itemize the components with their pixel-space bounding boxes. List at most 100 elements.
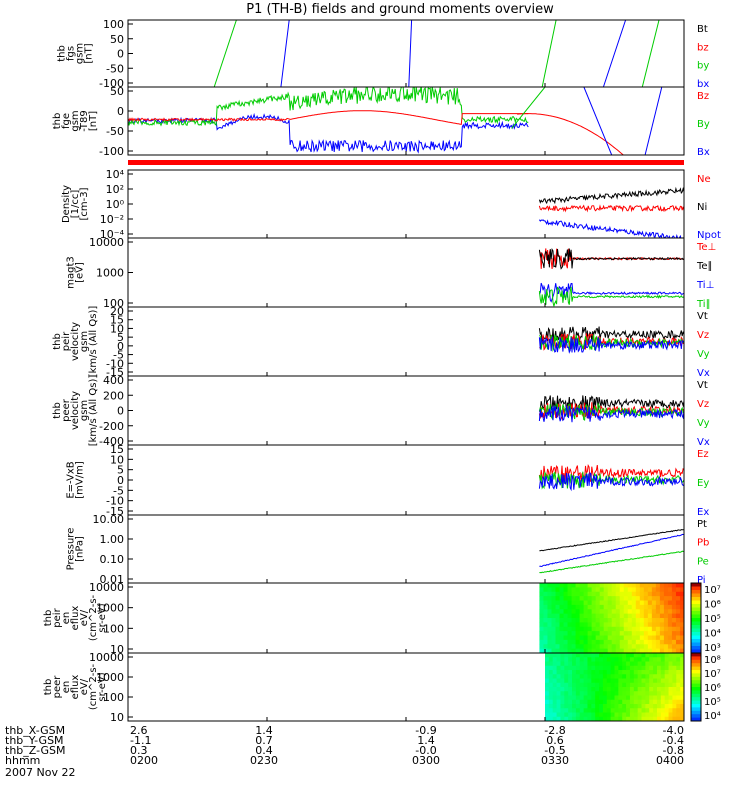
panel-2-plot <box>128 87 663 155</box>
heat-cell <box>639 622 645 628</box>
heat-cell <box>680 691 684 697</box>
heat-cell <box>539 648 545 653</box>
heat-cell <box>587 699 592 705</box>
legend-Vt: Vt <box>697 311 708 322</box>
heat-cell <box>667 583 673 588</box>
heat-cell <box>626 699 631 705</box>
ylabel-line: [km/s (All Qs)] <box>88 306 99 378</box>
heat-cell <box>595 596 601 602</box>
heat-cell <box>651 618 657 623</box>
heat-cell <box>659 622 665 628</box>
ytick-label: 20 <box>110 305 124 318</box>
panel-9: 10⁷10⁶10⁵10⁴10³10000100010010thbpeirenef… <box>43 581 721 656</box>
heat-cell <box>579 665 585 671</box>
heat-cell <box>645 661 650 667</box>
heat-cell <box>631 644 637 650</box>
ytick-label: 10000 <box>89 651 124 664</box>
heat-cell <box>547 609 553 615</box>
heat-cell <box>567 644 573 650</box>
heat-cell <box>552 661 558 667</box>
ytick-label: 5 <box>117 331 124 344</box>
heat-cell <box>631 631 637 637</box>
heat-cell <box>552 670 558 675</box>
heat-cell <box>563 613 569 619</box>
heat-cell <box>583 687 589 692</box>
ytick-label: 400 <box>103 374 124 387</box>
heat-cell <box>676 653 681 658</box>
heat-cell <box>591 639 597 645</box>
ylabel-line: velocity <box>70 322 81 361</box>
heat-cell <box>579 587 585 593</box>
heat-cell <box>675 609 681 615</box>
heat-cell <box>560 674 565 680</box>
heat-cell <box>653 670 658 675</box>
heat-cell <box>583 591 589 597</box>
heat-cell <box>663 596 669 602</box>
heat-cell <box>545 670 550 675</box>
colorbar-frame <box>690 652 702 722</box>
heat-cell <box>656 687 662 692</box>
heat-cell <box>651 596 657 602</box>
heat-cell <box>563 609 569 615</box>
series-Bz-tail <box>517 113 625 155</box>
heat-cell <box>583 600 589 606</box>
heat-cell <box>635 618 641 623</box>
heat-cell <box>579 631 585 637</box>
ytick-label: -15 <box>106 366 124 379</box>
heat-cell <box>649 712 654 718</box>
ylabel-line: Pressure <box>66 528 77 571</box>
heat-cell <box>619 583 625 588</box>
heat-cell <box>591 613 597 619</box>
heat-cell <box>539 639 545 645</box>
heat-cell <box>649 716 654 721</box>
heat-cell <box>622 674 627 680</box>
heat-cell <box>619 648 625 653</box>
heat-cell <box>672 699 677 705</box>
heat-cell <box>571 644 577 650</box>
heat-cell <box>637 657 643 663</box>
heat-cell <box>591 609 597 615</box>
ephem-value: 0300 <box>412 754 440 767</box>
ylabel-line: gsm <box>79 331 90 352</box>
heat-cell <box>629 674 635 680</box>
heat-cell <box>633 704 639 709</box>
heat-cell <box>567 609 573 615</box>
heat-cell <box>567 587 573 593</box>
heat-cell <box>660 674 666 680</box>
heat-cell <box>545 661 550 667</box>
legend-bx: bx <box>697 79 709 90</box>
ytick-label: 50 <box>110 85 124 98</box>
heat-cell <box>599 644 605 650</box>
heat-cell <box>641 712 646 718</box>
ylabel-line: thb <box>52 333 63 350</box>
heat-cell <box>572 704 577 709</box>
heat-cell <box>656 661 662 667</box>
heat-cell <box>555 631 561 637</box>
heat-cell <box>606 661 612 667</box>
colorbar-cell <box>691 604 701 608</box>
legend-Vy: Vy <box>697 349 710 360</box>
heat-cell <box>622 657 627 663</box>
panel-10: 10⁸10⁷10⁶10⁵10⁴10000100010010thbpeerenef… <box>43 651 721 724</box>
series-Ni <box>538 186 684 205</box>
heat-cell <box>610 704 616 709</box>
heat-cell <box>664 661 670 667</box>
heat-cell <box>564 691 569 697</box>
heat-cell <box>653 682 658 688</box>
heat-cell <box>653 687 658 692</box>
heat-cell <box>672 691 677 697</box>
heat-cell <box>618 678 623 684</box>
heat-cell <box>579 639 585 645</box>
heat-cell <box>667 596 673 602</box>
heat-cell <box>587 587 593 593</box>
heat-cell <box>639 587 645 593</box>
heat-cell <box>637 682 643 688</box>
heat-cell <box>579 670 585 675</box>
heat-cell <box>548 708 554 714</box>
heat-cell <box>599 691 604 697</box>
ytick-label: -100 <box>99 145 124 158</box>
heat-cell <box>587 704 592 709</box>
series-Pt <box>539 529 684 552</box>
